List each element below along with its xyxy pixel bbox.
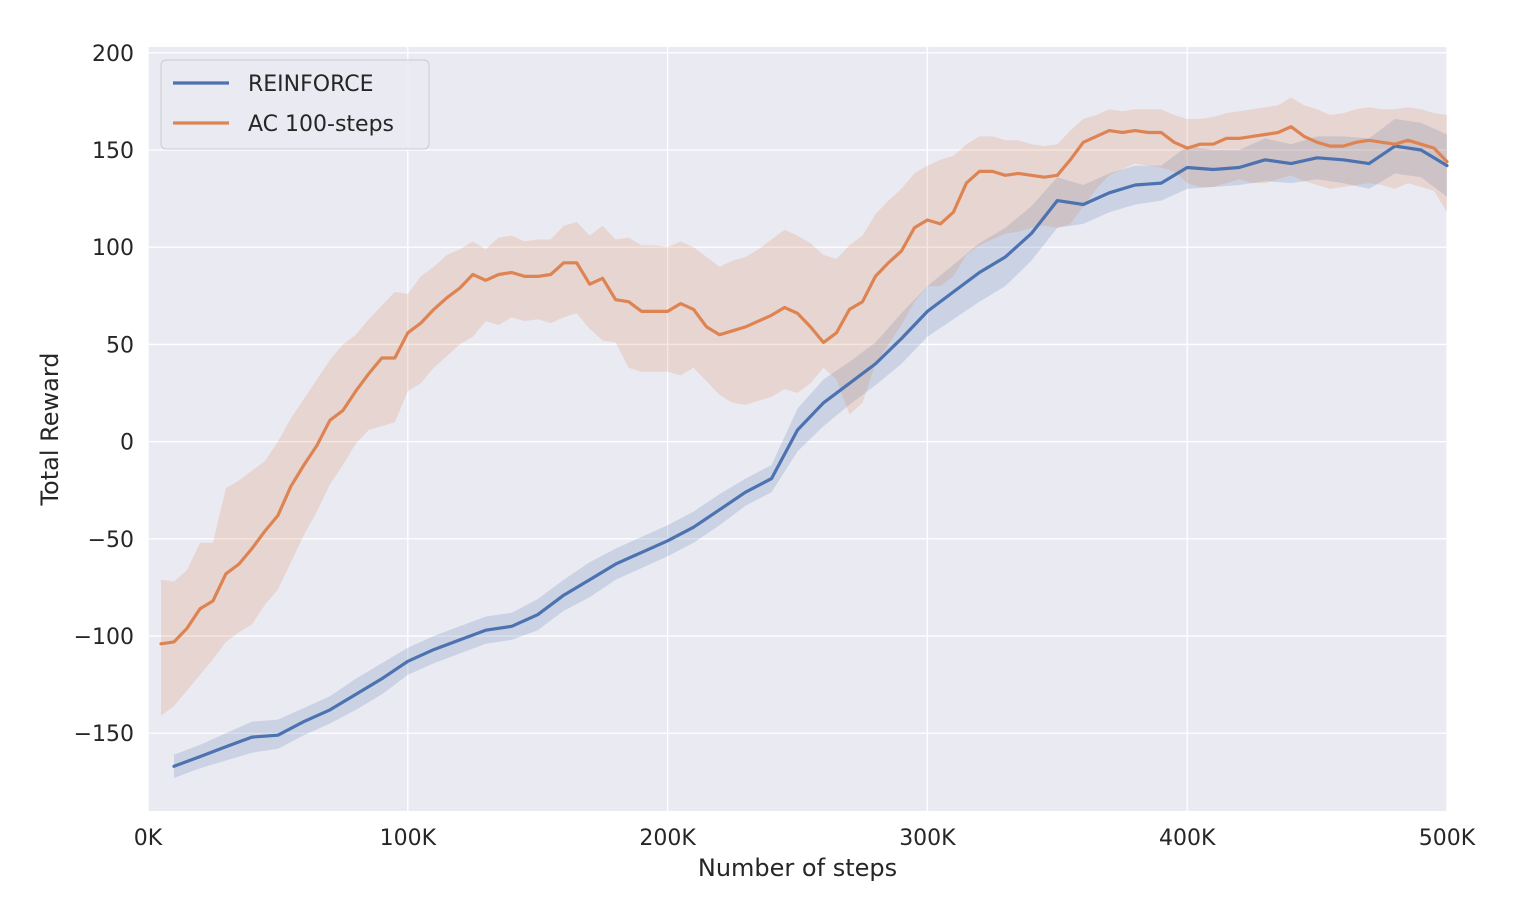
series-line [159, 125, 1449, 646]
series-lines [159, 125, 1449, 768]
confidence-band [161, 97, 1447, 716]
x-tick-label: 0K [134, 826, 163, 851]
x-tick-labels: 0K 100K 200K 300K 400K 500K [134, 826, 1476, 851]
y-tick-label: 100 [92, 236, 134, 261]
x-tick-label: 500K [1419, 826, 1476, 851]
x-tick-label: 400K [1159, 826, 1216, 851]
series-line [172, 144, 1449, 768]
x-tick-label: 300K [899, 826, 956, 851]
grid-lines [147, 47, 1448, 811]
legend-label: AC 100-steps [248, 112, 394, 137]
y-tick-label: 0 [120, 431, 134, 456]
y-tick-label: 50 [106, 333, 134, 358]
y-tick-label: −150 [74, 722, 134, 747]
confidence-band [174, 118, 1447, 778]
y-tick-label: −100 [74, 625, 134, 650]
y-axis-label: Total Reward [36, 352, 64, 506]
legend-label: REINFORCE [248, 72, 374, 97]
x-tick-label: 200K [639, 826, 696, 851]
y-tick-label: −50 [88, 528, 134, 553]
y-tick-label: 150 [92, 139, 134, 164]
x-axis-label: Number of steps [698, 854, 897, 882]
y-tick-labels: −150 −100 −50 0 50 100 150 200 [74, 42, 134, 747]
x-tick-label: 100K [380, 826, 437, 851]
y-tick-label: 200 [92, 42, 134, 67]
confidence-bands [161, 97, 1447, 778]
legend: REINFORCE AC 100-steps [160, 59, 430, 150]
